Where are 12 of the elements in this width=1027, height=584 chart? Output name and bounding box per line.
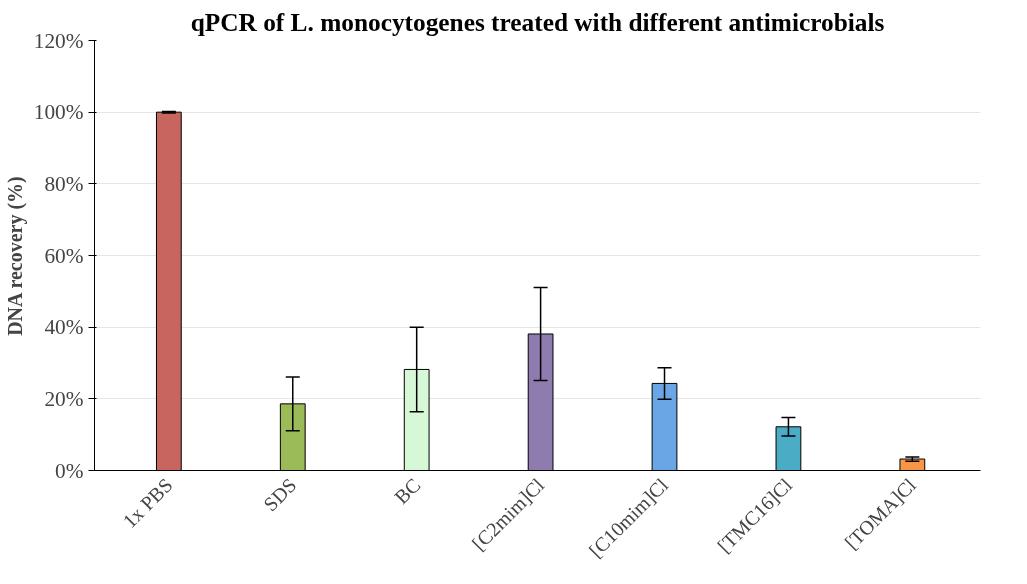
x-tick-label: SDS bbox=[259, 473, 301, 516]
x-tick-label: 1x PBS bbox=[118, 473, 177, 533]
x-tick-label: BC bbox=[390, 473, 425, 509]
y-tick-label: 120% bbox=[33, 28, 84, 53]
chart-title: qPCR of L. monocytogenes treated with different antimicrobials bbox=[190, 7, 885, 36]
y-tick-label: 60% bbox=[44, 243, 84, 268]
y-tick-label: 0% bbox=[55, 458, 84, 483]
y-axis-title: DNA recovery (%) bbox=[3, 176, 27, 336]
y-tick-label: 80% bbox=[44, 171, 84, 196]
y-tick-label: 20% bbox=[44, 386, 84, 411]
y-tick-label: 100% bbox=[33, 100, 84, 125]
y-tick-label: 40% bbox=[44, 315, 84, 340]
